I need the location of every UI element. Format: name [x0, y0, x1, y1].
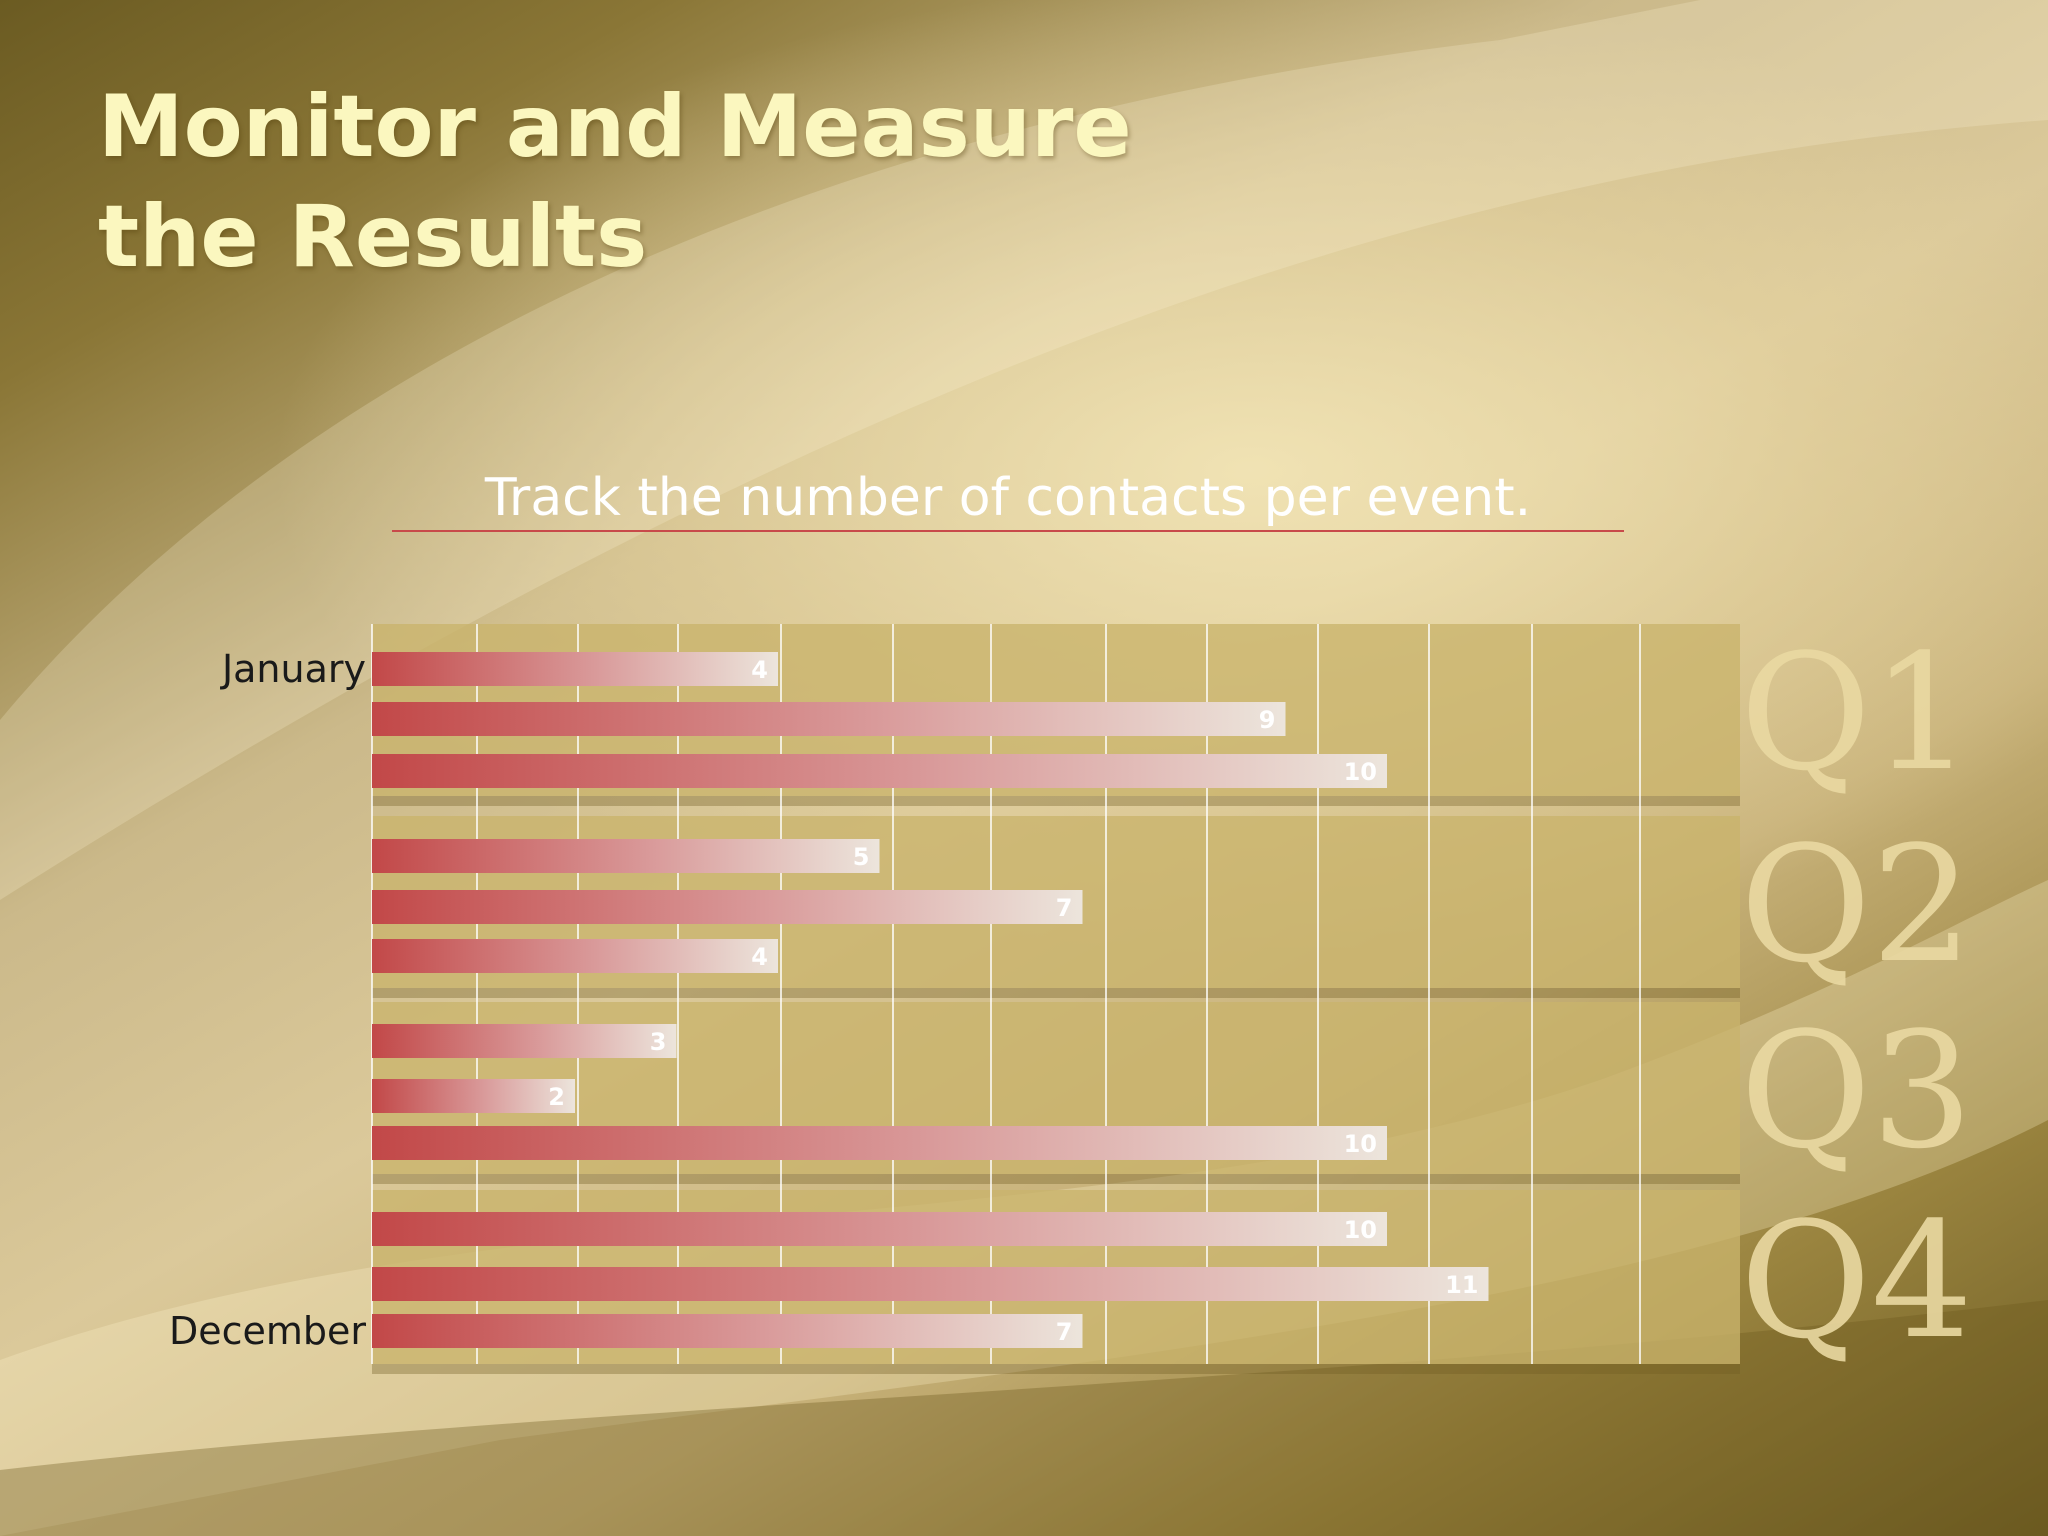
quarter-divider: [372, 988, 1740, 998]
bar: [372, 1024, 677, 1058]
bars: [372, 652, 1489, 1348]
data-label: 10: [1344, 1130, 1377, 1158]
data-label: 5: [853, 843, 870, 871]
quarter-label-q3: Q3: [1740, 997, 1973, 1184]
data-label: 3: [650, 1028, 667, 1056]
quarter-divider: [372, 796, 1740, 806]
quarter-label-q4: Q4: [1740, 1187, 1973, 1374]
bar: [372, 1314, 1083, 1348]
bar: [372, 1126, 1387, 1160]
data-label: 7: [1056, 894, 1073, 922]
category-label: January: [220, 647, 366, 691]
data-label: 7: [1056, 1318, 1073, 1346]
category-label: December: [169, 1309, 366, 1353]
bar: [372, 1267, 1489, 1301]
bar: [372, 652, 778, 686]
bar: [372, 754, 1387, 788]
bar: [372, 1212, 1387, 1246]
background-swoosh-upper: [0, 0, 2048, 900]
slide-subtitle: Track the number of contacts per event.: [392, 466, 1624, 532]
bar: [372, 839, 880, 873]
slide-title: Monitor and Measure the Results: [98, 77, 1132, 287]
bar: [372, 1079, 575, 1113]
data-label: 4: [751, 943, 768, 971]
bar: [372, 890, 1083, 924]
bar: [372, 939, 778, 973]
quarter-divider: [372, 1174, 1740, 1184]
data-label: 2: [548, 1083, 565, 1111]
quarter-label-q2: Q2: [1740, 811, 1973, 998]
data-label: 10: [1344, 1216, 1377, 1244]
bar: [372, 702, 1286, 736]
data-label: 10: [1344, 758, 1377, 786]
quarter-divider: [372, 1364, 1740, 1374]
quarter-label-q1: Q1: [1740, 619, 1973, 806]
data-label: 11: [1445, 1271, 1478, 1299]
data-label: 9: [1259, 706, 1276, 734]
data-label: 4: [751, 656, 768, 684]
